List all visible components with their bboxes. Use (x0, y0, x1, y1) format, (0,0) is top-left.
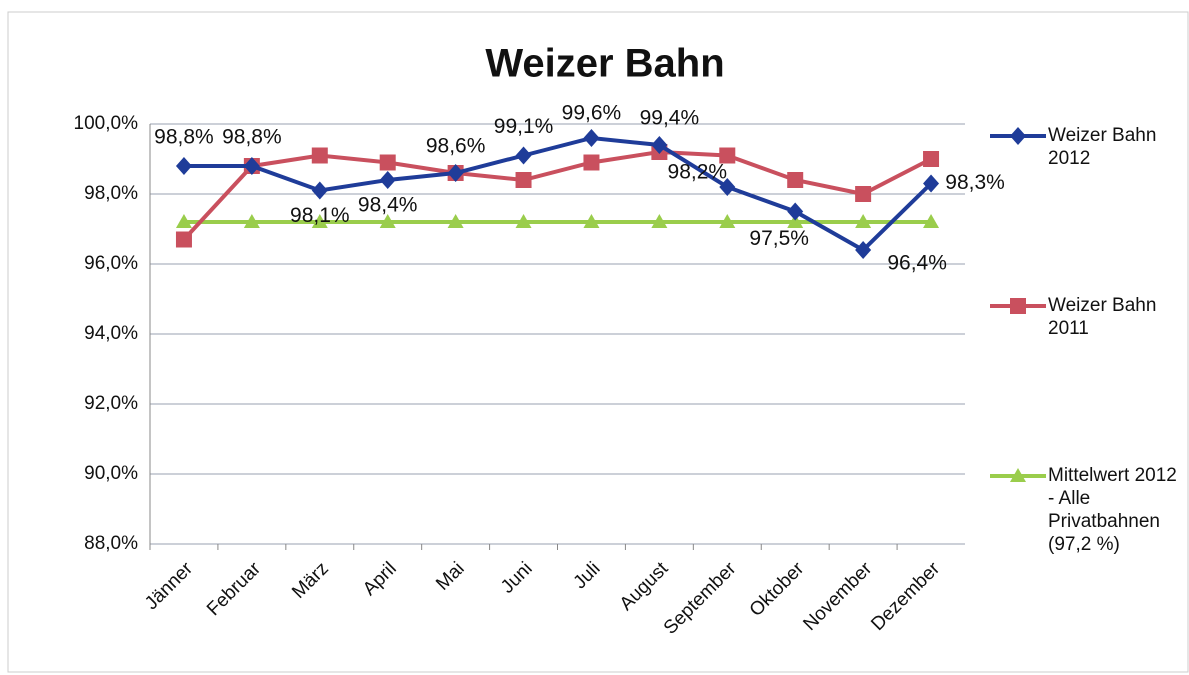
x-tick-label: Juni (497, 558, 536, 597)
data-label: 98,8% (154, 126, 214, 149)
marker (923, 174, 940, 193)
marker (311, 214, 328, 228)
y-tick-label: 96,0% (84, 253, 138, 274)
x-tick-label: April (359, 558, 401, 600)
legend-entry: Mittelwert 2012 - Alle Privatbahnen (97,… (1048, 465, 1177, 555)
marker (1010, 127, 1026, 145)
marker (923, 214, 940, 228)
marker (583, 214, 600, 228)
marker (175, 231, 192, 248)
marker (311, 181, 328, 200)
marker (719, 178, 736, 196)
marker (855, 214, 872, 228)
marker (855, 186, 872, 202)
series-line (183, 135, 933, 253)
y-tick-label: 94,0% (84, 323, 138, 344)
y-tick-label: 100,0% (74, 113, 139, 134)
marker (379, 171, 396, 189)
x-tick-label: September (660, 558, 741, 639)
data-label: 98,1% (290, 204, 350, 227)
x-tick-label: Oktober (746, 558, 809, 621)
marker (447, 214, 464, 228)
x-tick-label: August (616, 558, 673, 615)
series-line (182, 149, 932, 241)
chart-title: Weizer Bahn (485, 42, 724, 86)
x-tick-label: November (799, 558, 876, 635)
marker (243, 157, 260, 175)
y-tick-label: 90,0% (84, 463, 138, 484)
data-label: 98,3% (945, 171, 1005, 194)
data-label: 98,2% (668, 161, 728, 184)
marker (1010, 298, 1026, 314)
data-label: 97,5% (749, 227, 809, 250)
legend-entry: Weizer Bahn 2012 (1048, 125, 1157, 169)
y-tick-label: 88,0% (84, 533, 138, 554)
chart-frame (7, 11, 1189, 673)
x-tick-label: März (288, 558, 333, 603)
data-label: 99,4% (640, 107, 700, 130)
marker (787, 202, 804, 221)
marker (515, 146, 532, 165)
x-tick-label: Mai (432, 558, 469, 595)
x-tick-label: Dezember (867, 558, 944, 635)
legend-entry: Weizer Bahn 2011 (1048, 295, 1157, 339)
data-label: 98,8% (222, 126, 282, 149)
data-label: 98,4% (358, 194, 418, 217)
marker (855, 241, 872, 259)
data-label: 99,6% (562, 102, 622, 125)
marker (719, 214, 736, 228)
marker (787, 172, 804, 188)
marker (243, 214, 260, 228)
data-label: 99,1% (494, 115, 554, 138)
marker (311, 147, 328, 164)
marker (651, 214, 668, 228)
marker (1010, 468, 1026, 482)
marker (651, 136, 668, 154)
x-tick-label: Februar (203, 558, 265, 620)
data-label: 98,6% (426, 135, 486, 158)
marker (787, 214, 804, 228)
y-tick-label: 98,0% (84, 183, 138, 204)
marker (379, 214, 396, 228)
marker (515, 172, 532, 188)
marker (583, 129, 600, 147)
marker (923, 151, 940, 167)
marker (719, 147, 736, 164)
data-label: 96,4% (887, 252, 947, 275)
x-tick-label: Jänner (141, 558, 197, 614)
marker (515, 214, 532, 228)
marker (175, 214, 192, 228)
marker (583, 154, 600, 171)
y-tick-label: 92,0% (84, 393, 138, 414)
marker (175, 157, 192, 175)
x-tick-label: Juli (570, 558, 605, 593)
marker (379, 154, 396, 171)
marker (447, 164, 464, 182)
